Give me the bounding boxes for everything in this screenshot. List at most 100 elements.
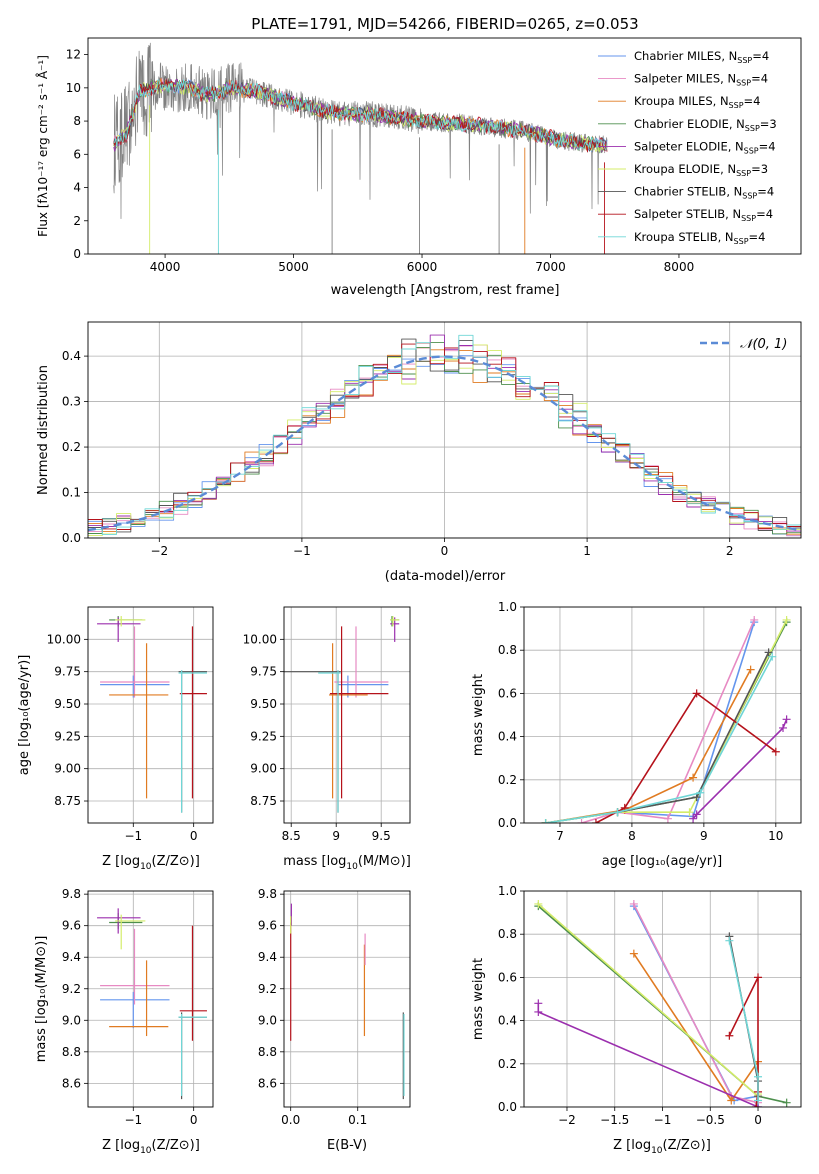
model-spectrum-8	[113, 79, 608, 151]
p3-xtick-label-1: 0	[190, 829, 198, 843]
p5-marks	[524, 607, 801, 823]
p6-marks	[88, 891, 213, 1107]
p5-marker-1-3	[750, 615, 759, 624]
p1-xtick-label-4: 8000	[664, 260, 695, 274]
p2-ytick-label-4: 0.4	[62, 349, 81, 363]
p1-xtick-label-1: 5000	[278, 260, 309, 274]
p5-series-8	[545, 656, 773, 823]
p2-xtick-label-3: 1	[583, 544, 591, 558]
p1-ytick-label-1: 2	[73, 214, 81, 228]
p6-ytick-label-1: 8.8	[62, 1045, 81, 1059]
mass-vs-ebv-xlabel: E(B-V)	[327, 1138, 367, 1153]
p5-xtick-label-3: 10	[768, 829, 783, 843]
residual-xlabel: (data-model)/error	[385, 569, 506, 584]
p1-marks	[113, 42, 608, 254]
p6-xtick-label-1: 0	[190, 1113, 198, 1127]
p8-ytick-label-0: 0.0	[498, 1100, 517, 1114]
residual-hist-4	[88, 334, 801, 532]
p8-ytick-label-4: 0.8	[498, 927, 517, 941]
p8-marker-1-0	[629, 899, 638, 908]
mass-weight-vs-age-panel: 7 8 9 10 0.0 0.2 0.4 0.6 0.8 1.0 age [log₁₀(age/y…	[471, 600, 802, 869]
p8-xtick-label-2: −1	[654, 1113, 672, 1127]
p8-xtick-label-0: −2	[558, 1113, 576, 1127]
p1-ytick-label-0: 0	[73, 247, 81, 261]
p2-xtick-label-2: 0	[441, 544, 449, 558]
legend-label-0: Chabrier MILES, NSSP=4	[634, 49, 769, 65]
p8-xtick-label-1: −1.5	[600, 1113, 629, 1127]
p7-frame	[283, 890, 411, 1108]
p8-marker-7-0	[725, 1031, 734, 1040]
p1-frame	[87, 37, 802, 255]
p2-ytick-label-0: 0.0	[62, 531, 81, 545]
p3-marks	[88, 607, 213, 823]
legend-label-7: Salpeter STELIB, NSSP=4	[634, 207, 773, 223]
p4-ytick-label-2: 9.25	[250, 729, 277, 743]
p7-ytick-label-2: 9.0	[258, 1013, 277, 1027]
p6-ytick-label-3: 9.2	[62, 982, 81, 996]
p1-ytick-label-4: 8	[73, 114, 81, 128]
p4-ytick-label-1: 9.00	[250, 762, 277, 776]
p4-ytick-label-5: 10.00	[243, 632, 277, 646]
p5-marker-5-2	[685, 808, 694, 817]
p8-marker-4-0	[534, 999, 543, 1008]
normal-curve	[88, 355, 801, 532]
p5-marker-1-0	[577, 819, 586, 823]
p2-xtick-label-1: −1	[293, 544, 311, 558]
p8-marker-7-3	[752, 1103, 761, 1107]
spectrum-legend: Chabrier MILES, NSSP=4 Salpeter MILES, NS…	[598, 49, 777, 246]
p6-frame	[87, 890, 214, 1108]
p4-xtick-label-2: 9.5	[372, 829, 391, 843]
p8-marks	[524, 891, 801, 1107]
p5-series-7	[595, 692, 777, 823]
p6-ytick-label-2: 9.0	[62, 1013, 81, 1027]
p8-xtick-label-3: −0.5	[696, 1113, 725, 1127]
legend-label-5: Kroupa ELODIE, NSSP=3	[634, 162, 768, 178]
p1-ytick-label-3: 6	[73, 147, 81, 161]
p8-marker-5-0	[534, 899, 543, 908]
p7-ytick-label-4: 9.4	[258, 950, 277, 964]
p2-xtick-label-4: 2	[726, 544, 734, 558]
p4-ytick-label-4: 9.75	[250, 665, 277, 679]
mass-weight-vs-Z-ylabel: mass weight	[471, 958, 486, 1040]
p3-frame	[87, 606, 214, 824]
p4-ytick-label-3: 9.50	[250, 697, 277, 711]
mass-weight-vs-Z-panel: −2 −1.5 −1 −0.5 0 0.0 0.2 0.4 0.6 0.8 1.0 Z [log10…	[471, 884, 802, 1156]
age-vs-mass-xlabel: mass [log10(M/M⊙)]	[283, 854, 411, 872]
p7-ytick-label-6: 9.8	[258, 887, 277, 901]
p5-series-4	[692, 718, 788, 820]
p7-ytick-label-1: 8.8	[258, 1045, 277, 1059]
p3-ytick-label-5: 10.00	[47, 632, 81, 646]
p2-xtick-label-0: −2	[150, 544, 168, 558]
p8-ytick-label-5: 1.0	[498, 884, 517, 898]
p1-xtick-label-0: 4000	[150, 260, 181, 274]
p4-frame	[283, 606, 411, 824]
p3-ytick-label-0: 8.75	[54, 794, 81, 808]
mass-vs-Z-xlabel: Z [log10(Z/Z⊙)]	[102, 1138, 200, 1156]
spectrum-title: PLATE=1791, MJD=54266, FIBERID=0265, z=0…	[251, 15, 638, 33]
p5-ytick-label-3: 0.6	[498, 686, 517, 700]
p5-marker-7-2	[692, 689, 701, 698]
p2-marks	[88, 322, 801, 538]
mass-vs-ebv-panel: 0.0 0.1 8.6 8.8 9.0 9.2 9.4 9.6 9.8 E(B-V)	[258, 887, 411, 1153]
p1-xtick-label-3: 7000	[535, 260, 566, 274]
legend-label-6: Chabrier STELIB, NSSP=4	[634, 185, 774, 201]
p5-marker-4-0	[689, 814, 698, 823]
p7-ytick-label-0: 8.6	[258, 1076, 277, 1090]
p5-ytick-label-1: 0.2	[498, 773, 517, 787]
normal-legend-label: 𝒩(0, 1)	[740, 337, 787, 352]
p3-xtick-label-0: −1	[124, 829, 142, 843]
p1-ytick-label-5: 10	[66, 81, 81, 95]
p7-xtick-label-1: 0.1	[348, 1113, 367, 1127]
legend-label-1: Salpeter MILES, NSSP=4	[634, 72, 768, 88]
p5-frame	[523, 606, 802, 824]
p7-marks	[284, 891, 410, 1107]
p5-marker-1-2	[663, 814, 672, 823]
p3-ytick-label-3: 9.50	[54, 697, 81, 711]
p8-marker-2-1	[727, 1096, 736, 1105]
p7-ytick-label-5: 9.6	[258, 919, 277, 933]
age-vs-mass-panel: 8.5 9 9.5 8.75 9.00 9.25 9.50 9.75 10.00 mass [l…	[243, 606, 411, 872]
p8-marker-4-1	[534, 1007, 543, 1016]
age-vs-Z-ylabel: age [log₁₀(age/yr)]	[17, 655, 32, 776]
